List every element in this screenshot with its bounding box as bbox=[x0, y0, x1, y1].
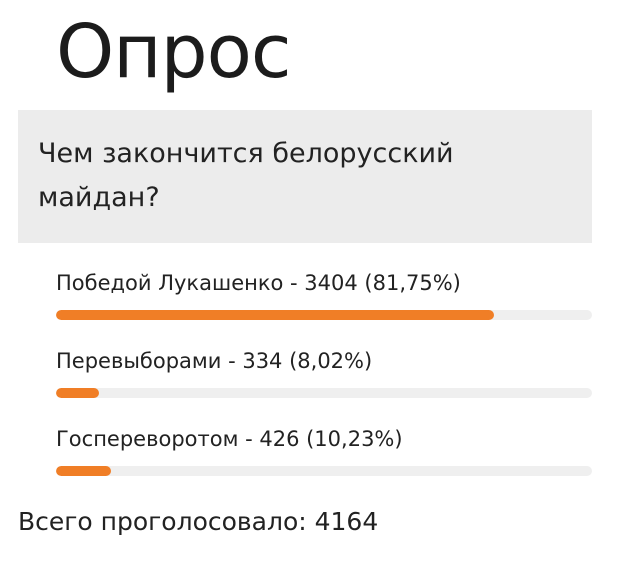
poll-option-label: Победой Лукашенко - 3404 (81,75%) bbox=[56, 271, 461, 295]
poll-option[interactable]: Победой Лукашенко - 3404 (81,75%) bbox=[56, 268, 592, 326]
poll-option-bar-fill bbox=[56, 466, 111, 476]
poll-option[interactable]: Госпереворотом - 426 (10,23%) bbox=[56, 424, 592, 482]
poll-option-bar-fill bbox=[56, 388, 99, 398]
poll-option-bar-track bbox=[56, 466, 592, 476]
poll-question: Чем закончится белорусский майдан? bbox=[38, 138, 454, 213]
question-box: Чем закончится белорусский майдан? bbox=[18, 110, 592, 243]
poll-option-label: Госпереворотом - 426 (10,23%) bbox=[56, 427, 403, 451]
poll-title: Опрос bbox=[56, 9, 292, 95]
poll-option-bar-track bbox=[56, 388, 592, 398]
poll-total-votes: Всего проголосовало: 4164 bbox=[18, 507, 379, 536]
poll-option[interactable]: Перевыборами - 334 (8,02%) bbox=[56, 346, 592, 404]
poll-option-bar-fill bbox=[56, 310, 495, 320]
poll-options: Победой Лукашенко - 3404 (81,75%) Перевы… bbox=[56, 268, 592, 502]
poll-option-label: Перевыборами - 334 (8,02%) bbox=[56, 349, 373, 373]
poll-option-bar-track bbox=[56, 310, 592, 320]
